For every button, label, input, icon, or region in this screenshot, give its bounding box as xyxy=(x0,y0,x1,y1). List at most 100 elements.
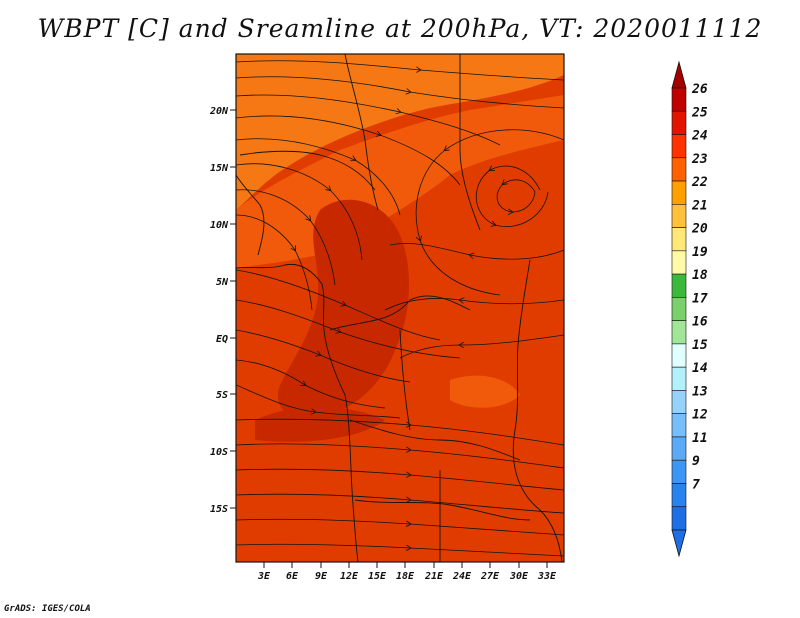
lon-label: 15E xyxy=(368,571,387,582)
lat-label: 5S xyxy=(216,390,228,401)
colorbar-band xyxy=(671,320,687,345)
lat-label: 15N xyxy=(210,163,229,174)
streamline xyxy=(236,329,411,383)
coastline xyxy=(236,174,265,256)
lon-label: 3E xyxy=(257,571,271,582)
colorbar-band xyxy=(671,413,687,438)
colorbar-band xyxy=(671,204,687,228)
colorbar-band xyxy=(671,459,687,484)
map-area xyxy=(236,54,564,562)
lat-label: 10N xyxy=(210,220,229,231)
colorbar-band xyxy=(671,87,687,112)
colorbar-band xyxy=(671,297,687,321)
colorbar-label: 26 xyxy=(691,82,708,97)
lon-label: 24E xyxy=(452,571,472,582)
streamline xyxy=(236,384,401,419)
country-border xyxy=(354,499,531,521)
longitude-axis xyxy=(263,562,548,568)
colorbar-label: 7 xyxy=(692,477,700,492)
lon-label: 27E xyxy=(480,571,500,582)
colorbar-band xyxy=(671,180,687,205)
streamline xyxy=(236,543,564,557)
colorbar-label: 16 xyxy=(692,315,708,330)
country-border xyxy=(399,329,411,431)
streamline xyxy=(415,129,564,296)
coastlines-borders xyxy=(236,54,563,562)
country-border xyxy=(344,54,379,211)
lon-label: 18E xyxy=(396,571,415,582)
streamline xyxy=(236,138,401,216)
colorbar: 26 25 24 23 22 21 20 19 18 17 16 15 14 13 12 11 9 7 xyxy=(671,60,708,558)
coastline xyxy=(512,259,563,562)
streamline xyxy=(399,334,564,359)
colorbar-label: 11 xyxy=(692,431,708,446)
streamline xyxy=(236,493,564,514)
colorbar-band xyxy=(671,157,687,182)
colorbar-label: 19 xyxy=(692,245,708,260)
colorbar-label: 12 xyxy=(692,408,708,423)
map-frame xyxy=(235,53,565,563)
lon-label: 33E xyxy=(537,571,557,582)
streamline xyxy=(236,76,564,109)
lon-label: 30E xyxy=(509,571,529,582)
streamline xyxy=(236,299,461,359)
wbpt-dark-south xyxy=(255,406,385,442)
country-border xyxy=(459,54,481,231)
colorbar-band xyxy=(671,110,687,135)
lat-label: 15S xyxy=(210,504,228,515)
lat-label: 5N xyxy=(216,277,229,288)
streamline xyxy=(236,189,336,286)
colorbar-label: 15 xyxy=(692,338,708,353)
colorbar-label: 23 xyxy=(691,152,708,167)
wbpt-orange-north xyxy=(236,54,564,210)
streamline xyxy=(384,298,564,311)
lon-label: 12E xyxy=(340,571,359,582)
colorbar-label: 22 xyxy=(691,175,708,190)
colorbar-label: 20 xyxy=(691,222,708,237)
longitude-labels: 3E 6E 9E 12E 15E 18E 21E 24E 27E 30E 33E xyxy=(257,571,557,582)
colorbar-band xyxy=(671,506,687,531)
colorbar-label: 18 xyxy=(692,268,708,283)
streamline xyxy=(236,443,564,469)
colorbar-band xyxy=(671,436,687,461)
colorbar-band xyxy=(671,227,687,252)
colorbar-band xyxy=(671,250,687,275)
wbpt-warm-east xyxy=(450,375,520,408)
streamlines xyxy=(236,60,564,557)
streamline xyxy=(236,359,386,409)
streamline xyxy=(236,214,313,311)
latitude-labels: 20N 15N 10N 5N EQ 5S 10S 15S xyxy=(209,106,229,515)
streamline xyxy=(389,243,564,260)
grads-credit: GrADS: IGES/COLA xyxy=(4,604,91,614)
country-border xyxy=(329,295,471,331)
colorbar-max-arrow xyxy=(671,60,687,89)
lat-label: 20N xyxy=(209,106,229,117)
streamline xyxy=(496,180,536,212)
colorbar-band xyxy=(671,483,687,508)
wbpt-dark-core xyxy=(277,199,410,420)
country-border xyxy=(239,150,376,191)
lon-label: 6E xyxy=(286,571,299,582)
coastline xyxy=(236,263,359,562)
colorbar-label: 17 xyxy=(692,291,708,306)
streamline xyxy=(236,468,564,491)
streamline xyxy=(236,94,501,146)
chart-title: WBPT [C] and Sreamline at 200hPa, VT: 20… xyxy=(37,14,763,43)
colorbar-label: 24 xyxy=(691,129,708,144)
streamline xyxy=(236,518,564,536)
colorbar-min-arrow xyxy=(671,529,687,558)
colorbar-band xyxy=(671,273,687,298)
colorbar-label: 9 xyxy=(692,454,700,469)
country-border xyxy=(349,419,521,461)
colorbar-label: 25 xyxy=(691,105,708,120)
colorbar-band xyxy=(671,390,687,414)
streamline xyxy=(475,166,549,227)
streamline xyxy=(236,60,564,81)
latitude-axis xyxy=(230,109,236,509)
colorbar-band xyxy=(671,366,687,391)
streamline xyxy=(236,163,363,261)
colorbar-band xyxy=(671,343,687,368)
colorbar-band xyxy=(671,134,687,159)
streamline xyxy=(236,269,441,341)
